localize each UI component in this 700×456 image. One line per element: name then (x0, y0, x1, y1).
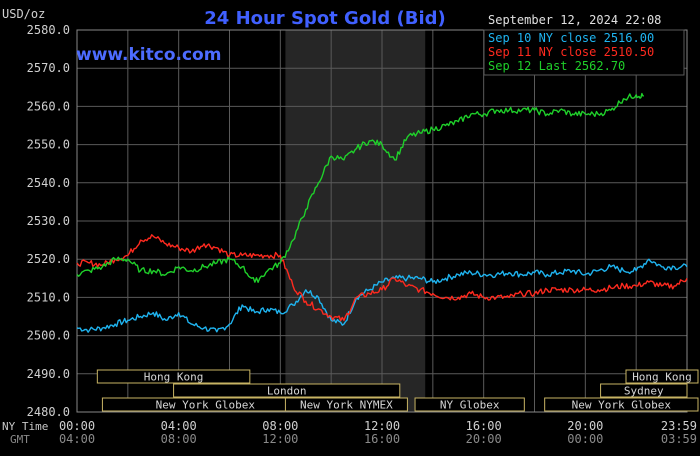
y-tick-label: 2500.0 (27, 329, 70, 343)
session-box (600, 383, 688, 398)
gmt-tick-label: 20:00 (466, 432, 502, 446)
site-watermark: www.kitco.com (76, 45, 221, 65)
session-box (96, 369, 251, 384)
y-tick-label: 2560.0 (27, 99, 70, 113)
grid-layer (76, 29, 688, 413)
gmt-tick-label: 03:59 (661, 432, 697, 446)
legend: September 12, 2024 22:08 Sep 10 NY close… (483, 13, 685, 76)
chart-title: 24 Hour Spot Gold (Bid) (204, 8, 445, 29)
session-box (173, 383, 401, 398)
session-label: New York Globex (156, 399, 256, 412)
gmt-tick-label: 12:00 (262, 432, 298, 446)
series-line-sep-11 (76, 234, 688, 322)
legend-box (483, 29, 685, 76)
session-label: Hong Kong (144, 371, 204, 384)
session-label: London (267, 385, 307, 398)
session-label: NY Globex (440, 399, 500, 412)
gmt-tick-label: 08:00 (161, 432, 197, 446)
session-box (544, 397, 699, 412)
ny-time-label: NY Time (2, 420, 48, 433)
legend-entry-sep11: Sep 11 NY close 2510.50 (488, 45, 654, 59)
y-tick-label: 2580.0 (27, 23, 70, 37)
y-tick-label: 2480.0 (27, 405, 70, 419)
session-label: Sydney (624, 385, 664, 398)
x-tick-label: 00:00 (59, 419, 95, 433)
session-label: Hong Kong (632, 371, 692, 384)
x-tick-label: 16:00 (466, 419, 502, 433)
y-tick-label: 2520.0 (27, 252, 70, 266)
gmt-tick-label: 04:00 (59, 432, 95, 446)
x-tick-label: 20:00 (567, 419, 603, 433)
plot-frame (76, 29, 688, 413)
session-label: New York NYMEX (300, 399, 393, 412)
x-tick-label: 04:00 (161, 419, 197, 433)
y-tick-label: 2540.0 (27, 176, 70, 190)
legend-entry-sep10: Sep 10 NY close 2516.00 (488, 31, 654, 45)
x-tick-label: 23:59 (661, 419, 697, 433)
legend-entry-sep12: Sep 12 Last 2562.70 (488, 59, 625, 73)
series-line-sep-10 (76, 258, 688, 333)
session-box (625, 369, 699, 384)
unit-label: USD/oz (2, 7, 45, 21)
x-tick-label: 08:00 (262, 419, 298, 433)
series-line-sep-12 (76, 92, 645, 283)
series-layer (76, 92, 688, 333)
y-tick-label: 2570.0 (27, 61, 70, 75)
legend-timestamp: September 12, 2024 22:08 (488, 13, 661, 27)
x-tick-label: 12:00 (364, 419, 400, 433)
gmt-tick-label: 00:00 (567, 432, 603, 446)
y-tick-label: 2510.0 (27, 290, 70, 304)
y-tick-label: 2530.0 (27, 214, 70, 228)
y-tick-label: 2490.0 (27, 367, 70, 381)
axis-layer: 2580.0 2570.0 2560.0 2550.0 2540.0 2530.0 2520… (27, 23, 697, 446)
y-tick-label: 2550.0 (27, 138, 70, 152)
gmt-label: GMT (10, 433, 30, 446)
session-box (414, 397, 525, 412)
session-box (284, 397, 408, 412)
gmt-tick-label: 16:00 (364, 432, 400, 446)
session-label: New York Globex (572, 399, 672, 412)
